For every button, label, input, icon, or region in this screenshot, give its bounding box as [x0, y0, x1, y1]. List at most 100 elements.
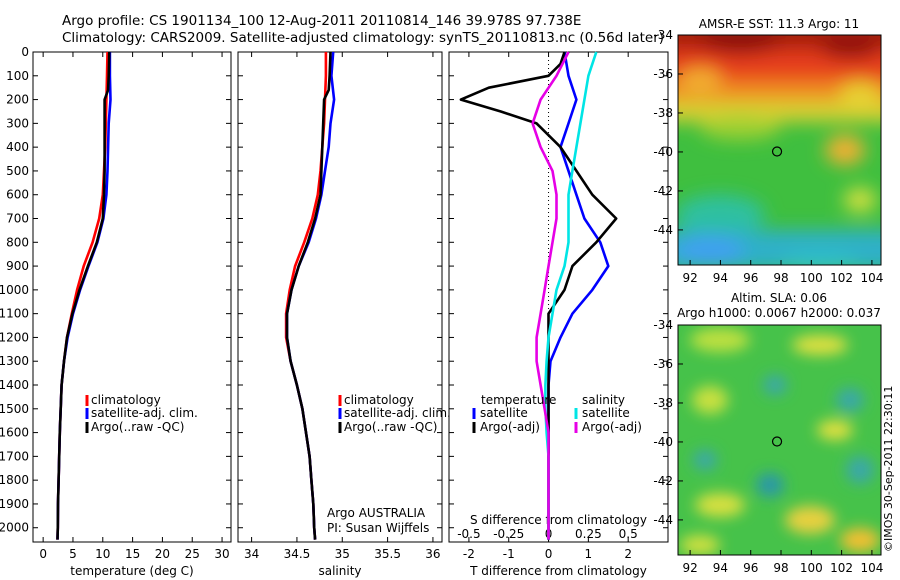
- map-y-tick-label: -38: [653, 396, 673, 410]
- top-tick-label: 0.5: [619, 527, 638, 541]
- temperature-legend: climatology satellite-adj. clim. Argo(..…: [85, 393, 198, 434]
- y-tick-label: 1800: [0, 473, 29, 487]
- y-tick-label: 1600: [0, 426, 29, 440]
- map-x-tick-label: 92: [682, 561, 697, 575]
- map-x-tick-label: 100: [800, 271, 823, 285]
- sla-map-axes: 92 94 96 98 100 102 104 -34 -36 -38 -40 -42 -44: [653, 318, 883, 575]
- y-tick-label: 800: [6, 235, 29, 249]
- difference-legend: temperature salinity satellite Argo(-adj…: [472, 393, 642, 434]
- argo-position-marker: [771, 436, 783, 447]
- series-line-argo-adj-: [531, 51, 570, 540]
- x-tick-label: 35: [335, 547, 350, 561]
- imos-timestamp: ©IMOS 30-Sep-2011 22:30:11: [882, 386, 895, 552]
- sla-map-title-2: Argo h1000: 0.0067 h2000: 0.037: [677, 306, 881, 320]
- legend-label-temp-argo: Argo(-adj): [480, 420, 540, 434]
- legend-label-satellite: satellite-adj. clim.: [91, 406, 198, 420]
- x-tick-label: 10: [95, 547, 110, 561]
- legend-header-salinity: salinity: [582, 393, 625, 407]
- argo-australia-label: Argo AUSTRALIA: [327, 506, 426, 520]
- x-tick-label: 20: [155, 547, 170, 561]
- salinity-frame: [237, 51, 443, 543]
- legend-label-argo: Argo(..raw -QC): [344, 420, 437, 434]
- legend-label-sal-argo: Argo(-adj): [582, 420, 642, 434]
- y-tick-label: 700: [6, 212, 29, 226]
- x-tick-label: 1: [585, 547, 593, 561]
- y-tick-label: 100: [6, 69, 29, 83]
- sst-map-axes: 92 94 96 98 100 102 104 -34 -36 -38 -40 -42 -44: [653, 28, 883, 285]
- y-tick-label: 600: [6, 188, 29, 202]
- x-tick-label: 25: [185, 547, 200, 561]
- x-axis-label: T difference from climatology: [469, 564, 647, 578]
- sst-map-title: AMSR-E SST: 11.3 Argo: 11: [699, 17, 859, 31]
- y-tick-label: 500: [6, 164, 29, 178]
- map-x-tick-label: 94: [713, 271, 728, 285]
- x-tick-label: 35.5: [374, 547, 401, 561]
- map-y-tick-label: -38: [653, 106, 673, 120]
- map-y-tick-label: -36: [653, 67, 673, 81]
- map-x-tick-label: 102: [830, 561, 853, 575]
- legend-label-argo: Argo(..raw -QC): [91, 420, 184, 434]
- x-axis-label: salinity: [318, 564, 361, 578]
- x-tick-label: 0: [545, 547, 553, 561]
- sla-map-frame: [677, 324, 882, 556]
- y-tick-label: 1100: [0, 307, 29, 321]
- map-y-tick-label: -44: [653, 223, 673, 237]
- salinity-legend: climatology satellite-adj. clim. Argo(..…: [338, 393, 451, 434]
- map-y-tick-label: -42: [653, 184, 673, 198]
- x-tick-label: 2: [624, 547, 632, 561]
- legend-label-sal-satellite: satellite: [582, 406, 630, 420]
- map-y-tick-label: -42: [653, 474, 673, 488]
- map-y-tick-label: -44: [653, 513, 673, 527]
- sla-map-title-1: Altim. SLA: 0.06: [731, 291, 827, 305]
- x-tick-label: -1: [503, 547, 515, 561]
- x-tick-label: 5: [69, 547, 77, 561]
- salinity-plot: 34 34.5 35 35.5 36 salinity: [237, 51, 443, 578]
- argo-position-marker: [771, 146, 783, 157]
- legend-label-temp-satellite: satellite: [480, 406, 528, 420]
- y-tick-label: 1700: [0, 449, 29, 463]
- y-tick-label: 2000: [0, 521, 29, 535]
- map-x-tick-label: 100: [800, 561, 823, 575]
- x-tick-label: 36: [425, 547, 440, 561]
- legend-label-climatology: climatology: [344, 393, 414, 407]
- map-y-tick-label: -40: [653, 435, 673, 449]
- pi-label: PI: Susan Wijffels: [327, 521, 429, 535]
- map-y-tick-label: -40: [653, 145, 673, 159]
- map-x-tick-label: 92: [682, 271, 697, 285]
- y-tick-label: 1200: [0, 330, 29, 344]
- top-tick-label: -0.5: [457, 527, 480, 541]
- x-tick-label: 30: [214, 547, 229, 561]
- legend-label-climatology: climatology: [91, 393, 161, 407]
- series-line-argo-raw-qc-: [56, 51, 111, 540]
- y-tick-label: 1900: [0, 497, 29, 511]
- map-x-tick-label: 104: [860, 271, 883, 285]
- map-x-tick-label: 96: [743, 271, 758, 285]
- legend-label-satellite: satellite-adj. clim.: [344, 406, 451, 420]
- y-tick-label: 1300: [0, 354, 29, 368]
- sla-map-image: [678, 325, 881, 555]
- legend-header-temperature: temperature: [481, 393, 556, 407]
- y-tick-label: 0: [21, 45, 29, 59]
- x-tick-label: 15: [125, 547, 140, 561]
- y-tick-label: 900: [6, 259, 29, 273]
- x-tick-label: 0: [39, 547, 47, 561]
- map-x-tick-label: 98: [773, 271, 788, 285]
- x-tick-label: 34: [244, 547, 259, 561]
- y-tick-label: 1400: [0, 378, 29, 392]
- top-axis-label: S difference from climatology: [470, 513, 647, 527]
- header-line-1: Argo profile: CS 1901134_100 12-Aug-2011…: [62, 13, 581, 29]
- y-tick-label: 400: [6, 140, 29, 154]
- map-y-tick-label: -34: [653, 318, 673, 332]
- sst-map-image: [678, 35, 881, 265]
- top-tick-label: 0.25: [575, 527, 602, 541]
- series-line-argo-raw-qc-: [285, 51, 332, 540]
- x-tick-label: 34.5: [284, 547, 311, 561]
- header-line-2: Climatology: CARS2009. Satellite-adjuste…: [62, 30, 664, 46]
- y-tick-label: 1000: [0, 283, 29, 297]
- y-tick-label: 200: [6, 93, 29, 107]
- map-y-tick-label: -36: [653, 357, 673, 371]
- map-x-tick-label: 94: [713, 561, 728, 575]
- temperature-frame: [32, 51, 232, 543]
- map-x-tick-label: 96: [743, 561, 758, 575]
